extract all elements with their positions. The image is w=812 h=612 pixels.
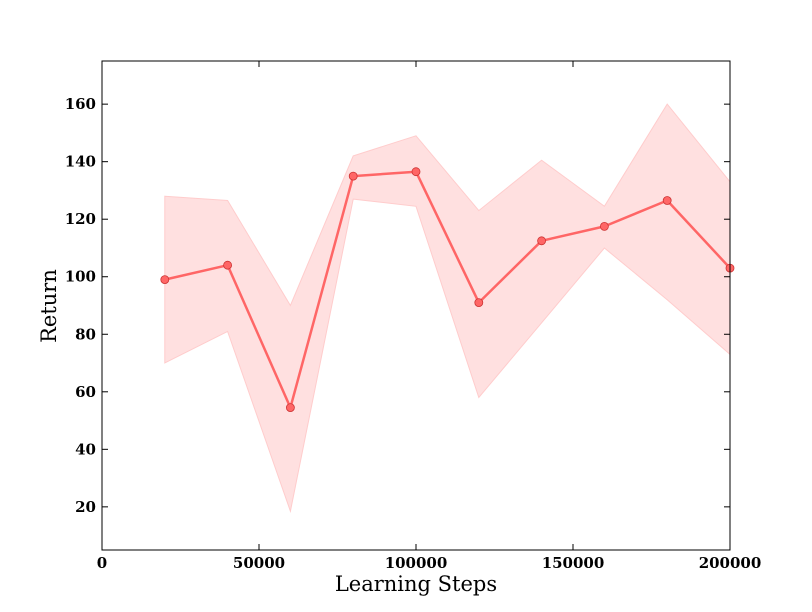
data-point-2: [285, 403, 295, 413]
data-point-1: [223, 260, 233, 270]
x-tick-label-2: 100000: [385, 554, 448, 572]
data-point-4: [411, 167, 421, 177]
y-tick-label-5: 120: [65, 210, 96, 228]
x-tick-label-1: 50000: [233, 554, 285, 572]
y-tick-label-4: 100: [65, 268, 96, 286]
y-tick-label-2: 60: [75, 383, 96, 401]
y-tick-label-0: 20: [75, 498, 96, 516]
data-point-5: [474, 298, 484, 308]
data-point-0: [160, 275, 170, 285]
data-point-3: [348, 171, 358, 181]
y-tick-label-1: 40: [75, 440, 96, 458]
y-axis-title: Return: [37, 269, 61, 343]
y-tick-label-3: 80: [75, 325, 96, 343]
x-tick-label-0: 0: [97, 554, 107, 572]
x-tick-label-4: 200000: [699, 554, 762, 572]
y-tick-label-6: 140: [65, 153, 96, 171]
x-tick-label-3: 150000: [542, 554, 605, 572]
series-line-0: [164, 170, 731, 409]
tick-layer: 0 50000 100000 150000 200000 20 40 60 80 100 120 14…: [65, 61, 762, 572]
series-line-layer: [164, 170, 731, 409]
series-marker-layer: [160, 167, 735, 413]
x-axis-title: Learning Steps: [335, 572, 497, 596]
data-point-6: [537, 236, 546, 246]
y-tick-label-7: 160: [65, 95, 96, 113]
data-point-8: [662, 196, 672, 205]
data-point-7: [600, 221, 609, 231]
